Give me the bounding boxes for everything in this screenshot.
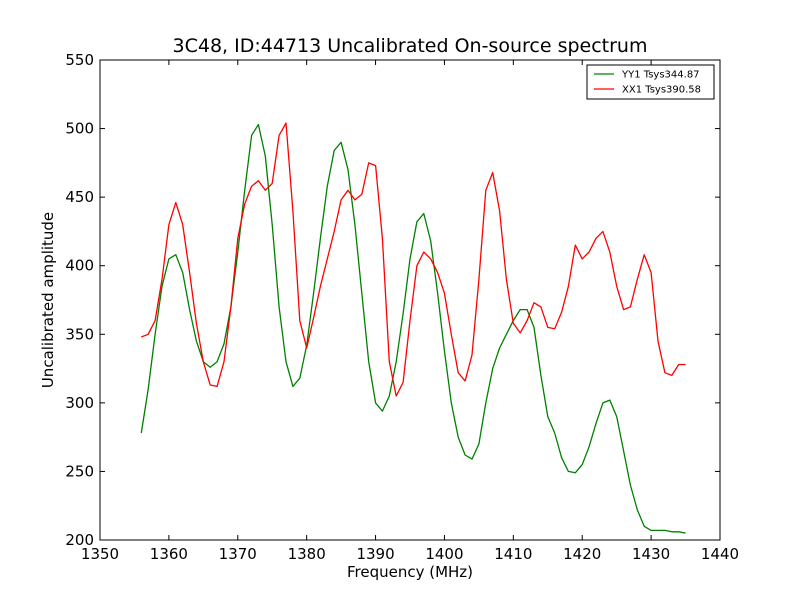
x-axis-ticks: 1350 1360 1370 1380 1390 1400 1410 1420 1430 1440 bbox=[81, 60, 739, 563]
x-tick-label: 1400 bbox=[425, 545, 463, 563]
y-tick-label: 200 bbox=[65, 531, 94, 549]
x-tick-label: 1440 bbox=[701, 545, 739, 563]
plot-lines bbox=[140, 122, 686, 534]
series-line-xx1 bbox=[141, 122, 686, 397]
chart-title: 3C48, ID:44713 Uncalibrated On-source sp… bbox=[173, 35, 648, 57]
legend-box bbox=[586, 64, 715, 100]
y-tick-label: 550 bbox=[65, 51, 94, 69]
x-tick-label: 1370 bbox=[219, 545, 257, 563]
legend: YY1 Tsys344.87 XX1 Tsys390.58 bbox=[586, 64, 715, 100]
y-axis-ticks: 200 250 300 350 400 450 500 550 bbox=[65, 51, 720, 549]
x-tick-label: 1360 bbox=[150, 545, 188, 563]
x-tick-label: 1430 bbox=[632, 545, 670, 563]
legend-label-yy1: YY1 Tsys344.87 bbox=[621, 70, 700, 81]
legend-label-xx1: XX1 Tsys390.58 bbox=[622, 85, 701, 96]
x-tick-label: 1350 bbox=[81, 545, 119, 563]
x-axis-label: Frequency (MHz) bbox=[347, 563, 473, 581]
x-tick-label: 1410 bbox=[494, 545, 532, 563]
x-tick-label: 1380 bbox=[288, 545, 326, 563]
y-tick-label: 500 bbox=[65, 120, 94, 138]
x-tick-label: 1420 bbox=[563, 545, 601, 563]
y-axis-label: Uncalibrated amplitude bbox=[39, 212, 57, 388]
y-tick-label: 250 bbox=[65, 462, 94, 480]
x-tick-label: 1390 bbox=[356, 545, 394, 563]
y-tick-label: 350 bbox=[65, 325, 94, 343]
y-tick-label: 300 bbox=[65, 394, 94, 412]
y-tick-label: 450 bbox=[65, 188, 94, 206]
y-tick-label: 400 bbox=[65, 257, 94, 275]
series-line-yy1 bbox=[140, 123, 686, 534]
plot-frame bbox=[99, 59, 721, 541]
